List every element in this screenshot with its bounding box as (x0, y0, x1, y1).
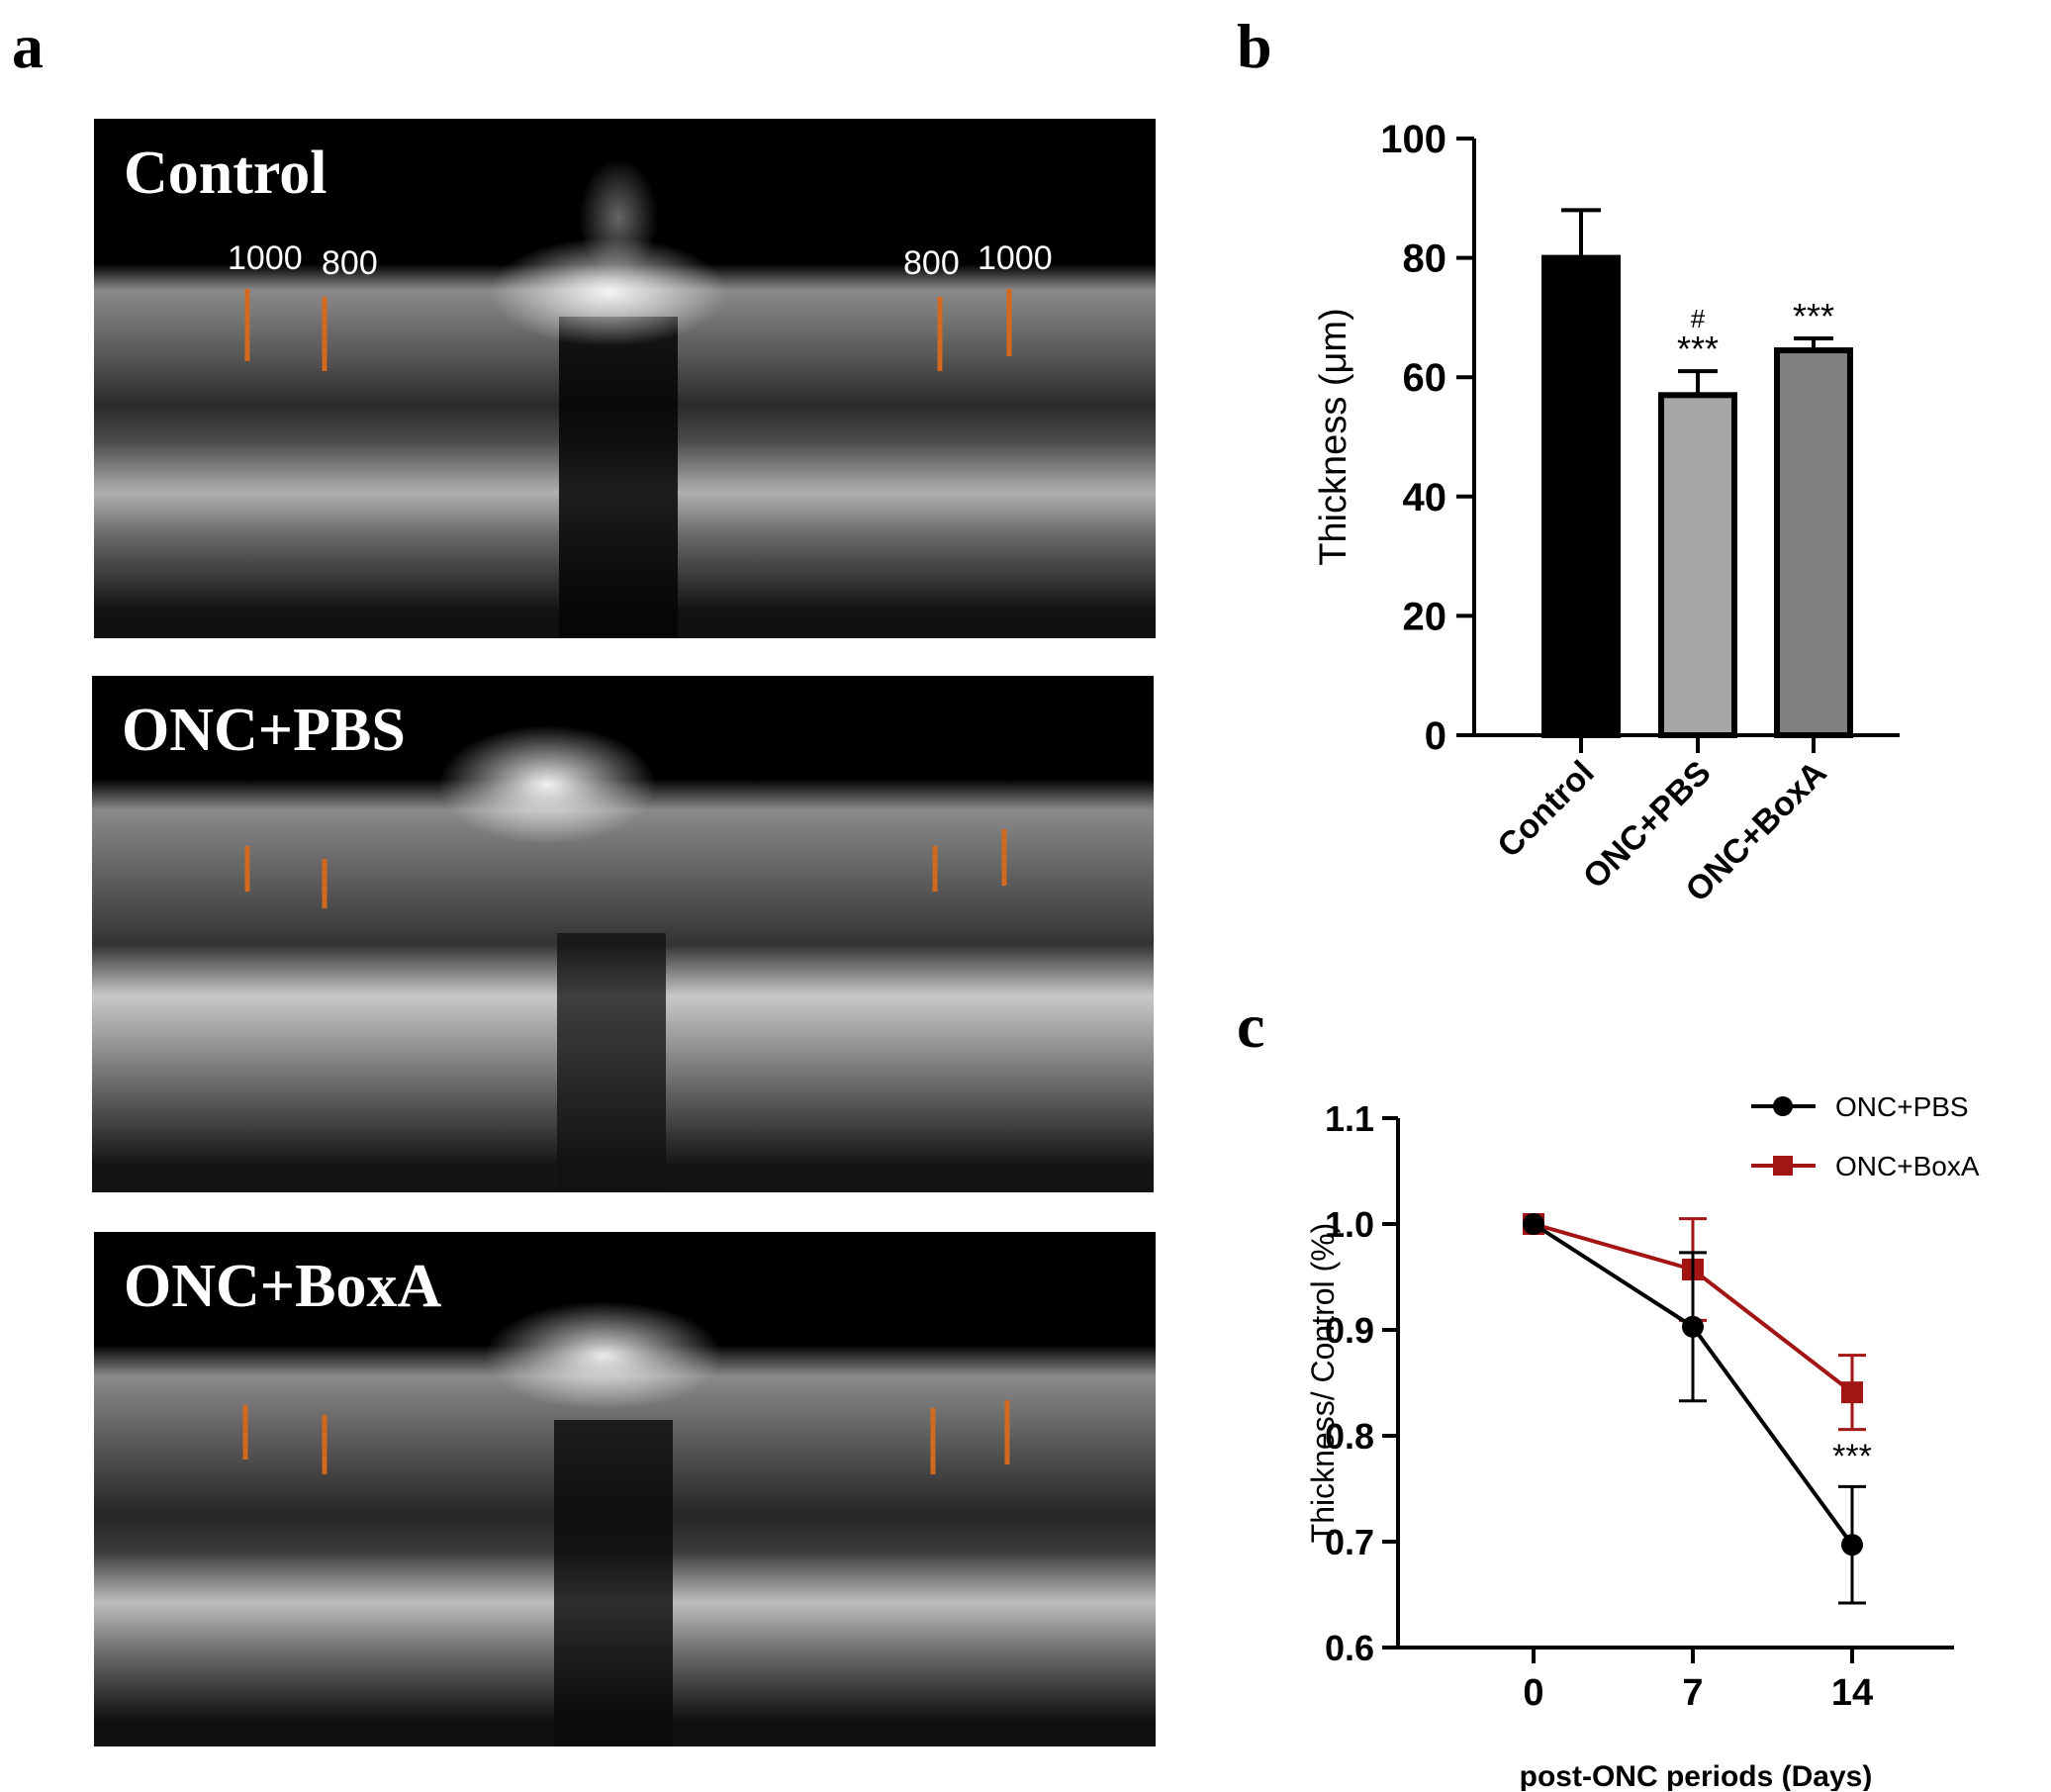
y-tick-label: 100 (1380, 118, 1446, 161)
y-tick-label: 20 (1403, 595, 1447, 638)
data-point (1841, 1534, 1863, 1556)
y-axis-label: Thickness/ Control (%) (1305, 1223, 1341, 1544)
y-tick-label: 80 (1403, 237, 1447, 281)
panel-label-b: b (1237, 11, 1272, 81)
legend-marker (1773, 1156, 1793, 1176)
y-tick-label: 0.9 (1325, 1310, 1374, 1351)
line-chart-thickness-ratio: 0.6 0.7 0.8 0.9 1.0 1.1 0 7 14 post-ONC periods (… (1305, 1091, 1980, 1791)
bar-onc-boxa (1774, 347, 1853, 738)
bar-control (1541, 254, 1621, 738)
marker-label-800-right: 800 (903, 244, 960, 282)
oct-scan-graphic (94, 1232, 1156, 1746)
y-tick-label: 1.0 (1325, 1204, 1374, 1245)
panel-label-c: c (1237, 990, 1265, 1061)
oct-label-control: Control (124, 140, 327, 207)
legend-marker (1773, 1096, 1793, 1116)
x-tick-label: 0 (1523, 1672, 1543, 1714)
oct-image-onc-pbs: ONC+PBS (92, 676, 1154, 1192)
significance-label: *** (1677, 329, 1719, 369)
y-tick-label: 0.7 (1325, 1522, 1374, 1562)
marker-label-1000-right: 1000 (978, 239, 1053, 277)
y-tick-label: 40 (1403, 476, 1447, 519)
y-tick-label: 0 (1425, 714, 1446, 758)
marker-label-800-left: 800 (322, 244, 378, 282)
oct-image-control: Control 1000 800 800 1000 (94, 119, 1156, 638)
data-point (1841, 1381, 1863, 1404)
y-tick-label: 0.8 (1325, 1416, 1374, 1457)
oct-scan-graphic (94, 119, 1156, 638)
x-tick-label: 7 (1682, 1672, 1703, 1714)
marker-label-1000-left: 1000 (228, 239, 303, 277)
x-tick-label: 14 (1831, 1672, 1873, 1714)
x-axis-label: post-ONC periods (Days) (1520, 1760, 1873, 1791)
bar-onc-pbs (1658, 392, 1737, 738)
data-point (1682, 1315, 1704, 1338)
data-point (1523, 1213, 1544, 1235)
panel-label-a: a (12, 11, 44, 81)
oct-label-onc-boxa: ONC+BoxA (124, 1253, 442, 1320)
legend-label: ONC+BoxA (1835, 1151, 1980, 1181)
oct-image-onc-boxa: ONC+BoxA (94, 1232, 1156, 1746)
thickness-markers: 1000 800 800 1000 (228, 239, 1053, 371)
y-tick-label: 0.6 (1325, 1628, 1374, 1668)
y-tick-label: 1.1 (1325, 1098, 1374, 1139)
y-axis-label: Thickness (μm) (1313, 308, 1354, 565)
oct-label-onc-pbs: ONC+PBS (122, 697, 406, 764)
x-tick-label: Control (1490, 754, 1601, 865)
significance-label: # (1691, 304, 1706, 333)
significance-label: *** (1832, 1438, 1872, 1475)
y-tick-label: 60 (1403, 356, 1447, 400)
significance-label: *** (1793, 296, 1834, 336)
oct-scan-graphic (92, 676, 1154, 1192)
legend-label: ONC+PBS (1835, 1091, 1969, 1122)
